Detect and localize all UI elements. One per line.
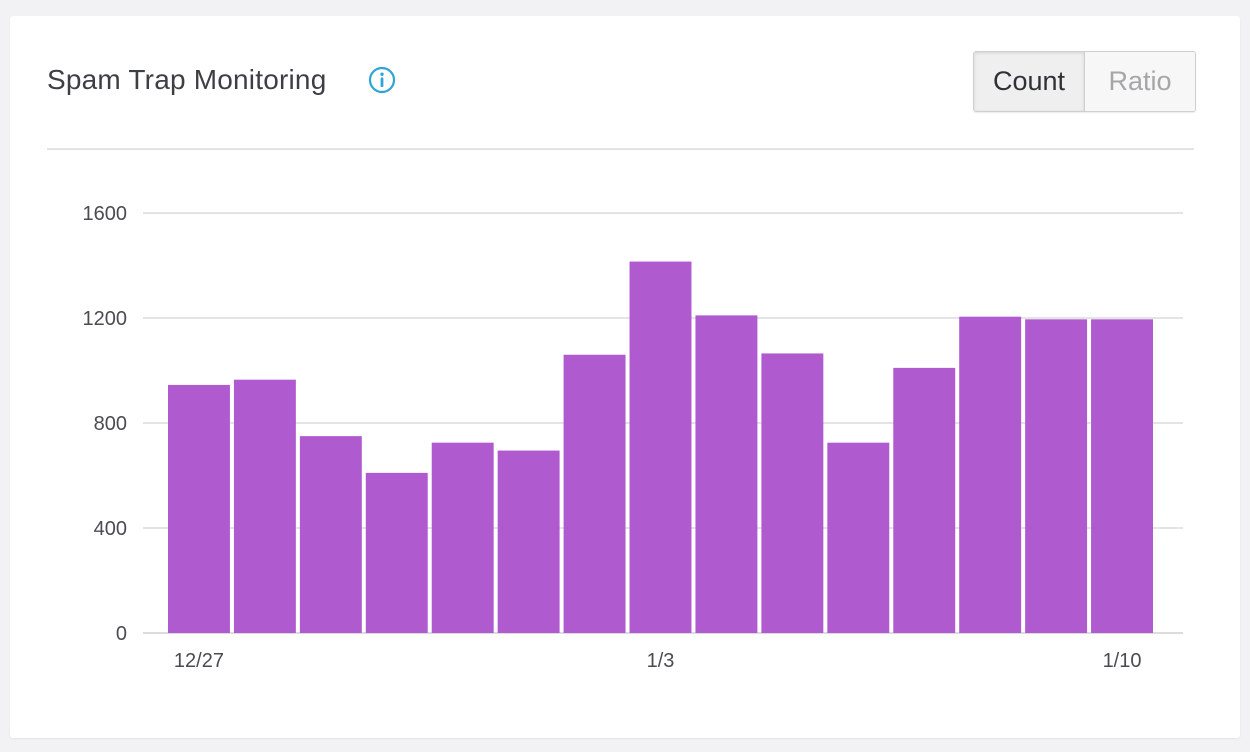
ratio-button[interactable]: Ratio xyxy=(1085,52,1195,111)
count-ratio-toggle: Count Ratio xyxy=(973,51,1196,112)
bar-1-1[interactable] xyxy=(497,450,560,633)
bar-12-31[interactable] xyxy=(431,442,494,633)
bar-12-28[interactable] xyxy=(233,379,296,633)
y-tick-label: 1200 xyxy=(83,308,128,330)
bar-1-8[interactable] xyxy=(959,316,1022,633)
bar-1-7[interactable] xyxy=(893,367,956,633)
header-divider xyxy=(47,148,1194,150)
y-tick-label: 1600 xyxy=(83,203,128,225)
bar-12-29[interactable] xyxy=(299,436,362,633)
card-title: Spam Trap Monitoring xyxy=(47,64,327,95)
bar-1-9[interactable] xyxy=(1025,319,1088,633)
bar-chart: 0 400 800 1200 1600 12/27 1/3 1/10 xyxy=(83,203,1183,672)
bar-1-2[interactable] xyxy=(563,354,626,633)
bar-12-30[interactable] xyxy=(365,472,428,633)
bar-1-5[interactable] xyxy=(761,353,824,633)
bar-1-10[interactable] xyxy=(1091,319,1153,633)
x-tick-label: 1/10 xyxy=(1103,650,1142,672)
bar-1-3[interactable] xyxy=(629,261,692,633)
x-tick-label: 1/3 xyxy=(647,650,675,672)
x-tick-label: 12/27 xyxy=(174,650,224,672)
y-tick-label: 0 xyxy=(116,623,127,645)
spam-trap-card: Spam Trap Monitoring Count Ratio 0 400 800… xyxy=(10,16,1240,738)
count-button[interactable]: Count xyxy=(974,52,1085,111)
bar-1-6[interactable] xyxy=(827,442,890,633)
bar-12-27[interactable] xyxy=(168,384,230,633)
y-tick-label: 800 xyxy=(94,413,127,435)
info-icon[interactable] xyxy=(368,66,396,94)
y-tick-label: 400 xyxy=(94,518,127,540)
bar-1-4[interactable] xyxy=(695,315,758,633)
